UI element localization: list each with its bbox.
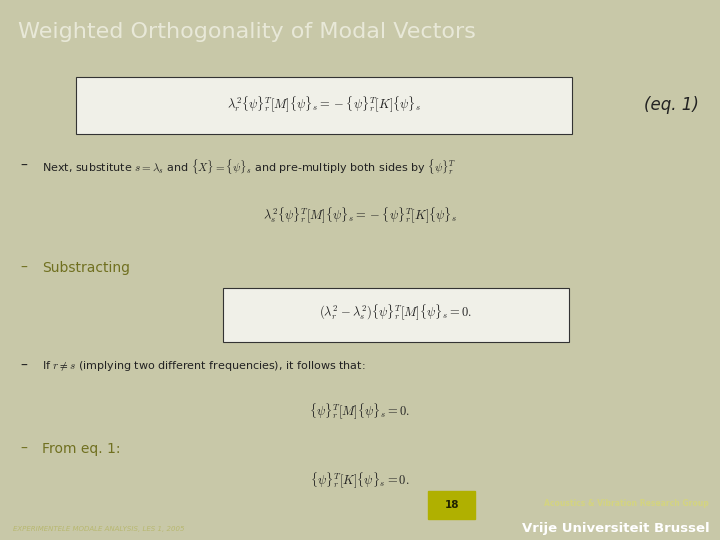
Text: Substracting: Substracting [42, 261, 130, 275]
Text: If $r \neq s$ (implying two different frequencies), it follows that:: If $r \neq s$ (implying two different fr… [42, 359, 365, 373]
Text: $\{ \psi \}_r^T [ K ] \{ \psi \}_s = 0.$: $\{ \psi \}_r^T [ K ] \{ \psi \}_s = 0.$ [310, 471, 410, 491]
Bar [428, 491, 475, 519]
Text: Next, substitute $s = \lambda_s$ and $\{X\} = \{\psi\}_s$ and pre-multiply both : Next, substitute $s = \lambda_s$ and $\{… [42, 157, 456, 176]
Text: (eq. 1): (eq. 1) [644, 96, 698, 114]
Text: EXPERIMENTELE MODALE ANALYSIS, LES 1, 2005: EXPERIMENTELE MODALE ANALYSIS, LES 1, 20… [13, 526, 184, 532]
Text: $\lambda_r^2 \{ \psi \}_r^T [ M ] \{ \psi \}_s = - \{ \psi \}_r^T [ K ] \{ \psi : $\lambda_r^2 \{ \psi \}_r^T [ M ] \{ \ps… [227, 94, 421, 115]
Text: –: – [20, 261, 27, 275]
Text: –: – [20, 159, 27, 173]
FancyBboxPatch shape [223, 288, 569, 342]
Text: Vrije Universiteit Brussel: Vrije Universiteit Brussel [521, 523, 709, 536]
Text: $(\lambda_r^2 - \lambda_s^2) \{ \psi \}_r^T [ M ] \{ \psi \}_s = 0.$: $(\lambda_r^2 - \lambda_s^2) \{ \psi \}_… [320, 303, 472, 323]
Text: $\lambda_s^2 \{ \psi \}_r^T [ M ] \{ \psi \}_s = - \{ \psi \}_r^T [ K ] \{ \psi : $\lambda_s^2 \{ \psi \}_r^T [ M ] \{ \ps… [263, 206, 457, 226]
Text: –: – [20, 442, 27, 456]
Text: Weighted Orthogonality of Modal Vectors: Weighted Orthogonality of Modal Vectors [18, 22, 476, 42]
Text: –: – [20, 359, 27, 373]
Text: Acoustics & Vibration Research Group: Acoustics & Vibration Research Group [544, 500, 709, 508]
Text: $\{ \psi \}_r^T [ M ] \{ \psi \}_s = 0.$: $\{ \psi \}_r^T [ M ] \{ \psi \}_s = 0.$ [310, 402, 410, 422]
Text: 18: 18 [444, 500, 459, 510]
Text: From eq. 1:: From eq. 1: [42, 442, 120, 456]
FancyBboxPatch shape [76, 77, 572, 134]
